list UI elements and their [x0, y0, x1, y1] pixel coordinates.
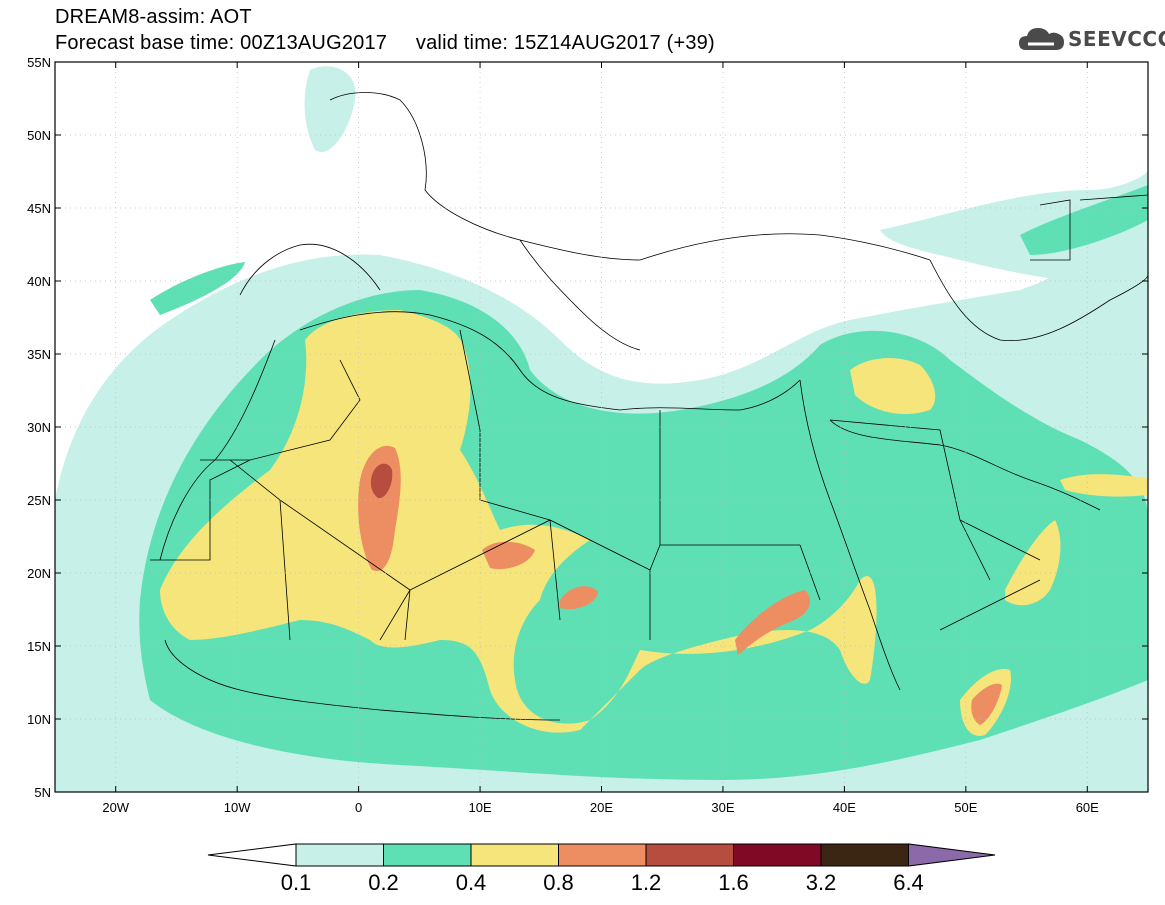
lon-tick-label: 20W: [102, 800, 129, 815]
lon-tick-label: 0: [355, 800, 362, 815]
lat-tick-label: 10N: [27, 712, 51, 727]
aot-contour-0.8: [971, 683, 1002, 725]
lon-tick-label: 20E: [590, 800, 613, 815]
colorbar-under-triangle: [207, 843, 297, 867]
lon-tick-label: 30E: [711, 800, 734, 815]
lon-tick-label: 60E: [1076, 800, 1099, 815]
colorbar-label: 0.4: [455, 870, 487, 895]
colorbar-label: 0.8: [543, 870, 574, 895]
colorbar-box: [733, 843, 822, 867]
aot-colorbar: [207, 843, 996, 867]
aot-contour-0.4: [1005, 520, 1061, 606]
colorbar-label: 3.2: [805, 870, 837, 895]
lat-tick-label: 30N: [27, 420, 51, 435]
aot-contour-0.2: [150, 262, 245, 315]
aot-contour-0.4: [160, 310, 877, 733]
lat-tick-label: 40N: [27, 274, 51, 289]
logo-text: SEEVCCC: [1068, 27, 1165, 51]
seevccc-logo: SEEVCCC: [1018, 22, 1165, 58]
lat-tick-label: 15N: [27, 639, 51, 654]
lat-tick-label: 55N: [27, 55, 51, 70]
lon-tick-label: 40E: [833, 800, 856, 815]
aot-contour-0.2: [1020, 185, 1148, 255]
lat-tick-label: 50N: [27, 128, 51, 143]
aot-contour-0.4: [850, 358, 936, 415]
aot-contour-0.4: [1060, 474, 1148, 497]
map-axes: 20W 10W 0 10E 20E 30E 40E 50E 60E 55N 50N 45N 40N 35N…: [27, 55, 1148, 815]
lon-tick-label: 10E: [468, 800, 491, 815]
lat-tick-label: 20N: [27, 566, 51, 581]
colorbar-label: 6.4: [893, 870, 924, 895]
colorbar-over-triangle: [908, 843, 996, 867]
aot-contour-0.1: [880, 170, 1148, 284]
lat-tick-label: 5N: [34, 785, 51, 800]
colorbar-box: [820, 843, 909, 867]
colorbar-label: 1.2: [630, 870, 662, 895]
lon-tick-label: 50E: [954, 800, 977, 815]
colorbar-label: 0.1: [280, 870, 312, 895]
lat-tick-label: 25N: [27, 493, 51, 508]
aot-contour-0.8: [735, 590, 810, 655]
aot-contour-0.1: [304, 66, 356, 152]
colorbar-box: [558, 843, 647, 867]
aot-contour-1.2: [370, 463, 393, 499]
map-gridlines: [55, 62, 1148, 792]
map-title: DREAM8-assim: AOT: [55, 6, 252, 28]
colorbar-label: 1.6: [718, 870, 749, 895]
forecast-times: Forecast base time: 00Z13AUG2017 valid t…: [55, 32, 715, 54]
aot-contour-0.8: [482, 541, 535, 570]
colorbar-box: [295, 843, 384, 867]
aot-contour-0.8: [560, 586, 598, 610]
colorbar-box: [645, 843, 734, 867]
lon-tick-label: 10W: [224, 800, 251, 815]
lat-tick-label: 35N: [27, 347, 51, 362]
colorbar-box: [470, 843, 559, 867]
coastlines: [150, 92, 1148, 721]
cloud-icon: [1019, 28, 1064, 50]
colorbar-box: [383, 843, 472, 867]
lat-tick-label: 45N: [27, 201, 51, 216]
colorbar-label: 0.2: [368, 870, 399, 895]
